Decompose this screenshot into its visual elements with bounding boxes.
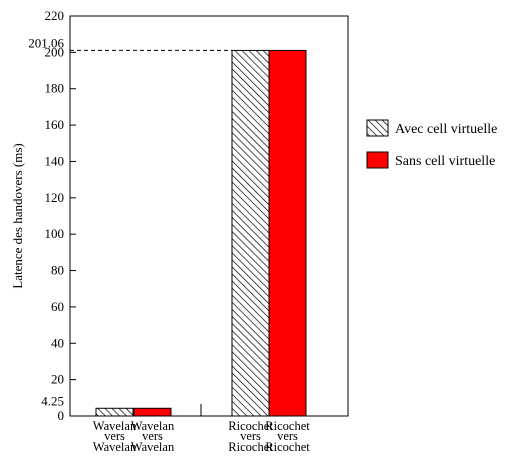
category-label: Wavelan	[93, 440, 137, 454]
y-tick-label: 160	[45, 117, 65, 132]
bar-avec-cell-virtuelle	[95, 407, 134, 417]
bar-sans-cell-virtuelle	[133, 407, 172, 417]
category-label: Ricochet	[228, 419, 273, 433]
legend-swatch-avec	[366, 119, 389, 137]
category-label: vers	[240, 429, 261, 443]
annotated-value-label: 201.06	[28, 35, 64, 50]
y-tick-label: 0	[58, 408, 65, 423]
legend: Avec cell virtuelle Sans cell virtuelle	[366, 119, 497, 169]
legend-label: Avec cell virtuelle	[395, 122, 497, 137]
category-label: Wavelan	[131, 440, 175, 454]
y-tick-label: 100	[45, 226, 65, 241]
category-label: Wavelan	[131, 419, 175, 433]
y-tick-label: 140	[45, 153, 65, 168]
y-tick-label: 20	[51, 372, 64, 387]
y-tick-label: 40	[51, 335, 64, 350]
category-label: vers	[142, 429, 163, 443]
y-tick-label: 80	[51, 263, 64, 278]
y-tick-label: 200	[45, 44, 65, 59]
category-label: Ricochet	[228, 440, 273, 454]
legend-swatch-sans	[366, 151, 389, 169]
category-label: Ricochet	[265, 440, 310, 454]
bar-avec-cell-virtuelle	[231, 49, 270, 417]
y-tick-label: 60	[51, 299, 64, 314]
axes	[69, 15, 349, 417]
category-label: Ricochet	[265, 419, 310, 433]
y-tick-label: 180	[45, 81, 65, 96]
category-label: vers	[104, 429, 125, 443]
y-axis-title: Latence des handovers (ms)	[10, 143, 25, 288]
plot-frame	[69, 15, 349, 417]
bar-sans-cell-virtuelle	[268, 49, 307, 417]
y-tick-label: 120	[45, 190, 65, 205]
category-label: vers	[277, 429, 298, 443]
annotated-value-label: 4.25	[41, 393, 64, 408]
bars	[95, 49, 307, 417]
legend-label: Sans cell virtuelle	[395, 154, 495, 169]
labels: 0 20 40 60 80 100 120 140 160 180 200 220 4.25 201.06…	[10, 8, 310, 454]
y-tick-label: 220	[45, 8, 65, 23]
category-label: Wavelan	[93, 419, 137, 433]
